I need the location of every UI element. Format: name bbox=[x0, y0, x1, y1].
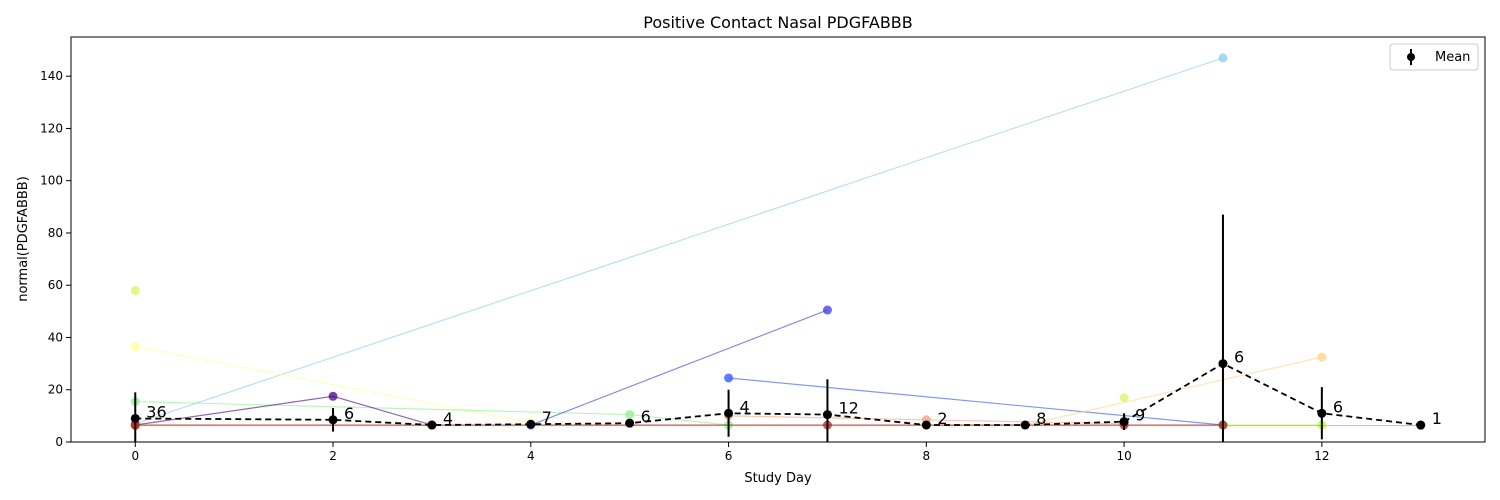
mean-data-point bbox=[1218, 359, 1228, 369]
mean-data-point bbox=[1416, 420, 1426, 430]
y-tick-label: 0 bbox=[55, 435, 63, 449]
subject-series-line bbox=[135, 57, 1224, 425]
y-tick-label: 40 bbox=[48, 330, 63, 344]
y-tick-label: 120 bbox=[40, 121, 63, 135]
sample-count-label: 6 bbox=[344, 404, 354, 423]
legend-mean-marker bbox=[1407, 53, 1415, 61]
sample-count-label: 12 bbox=[838, 399, 858, 418]
y-tick-label: 20 bbox=[48, 383, 63, 397]
subject-series-line bbox=[135, 395, 433, 426]
x-tick-label: 2 bbox=[329, 449, 337, 463]
y-axis-label: normal(PDGFABBB) bbox=[16, 176, 31, 302]
mean-data-point bbox=[921, 420, 931, 430]
mean-data-point bbox=[625, 418, 635, 428]
sample-count-label: 4 bbox=[740, 397, 750, 416]
subject-data-point bbox=[130, 285, 140, 295]
sample-count-label: 9 bbox=[1135, 406, 1145, 425]
subject-data-point bbox=[1218, 53, 1228, 63]
chart-title: Positive Contact Nasal PDGFABBB bbox=[643, 13, 913, 32]
y-tick-label: 80 bbox=[48, 226, 63, 240]
y-tick-label: 140 bbox=[40, 69, 63, 83]
subject-data-point bbox=[328, 391, 338, 401]
sample-count-label: 8 bbox=[1036, 409, 1046, 428]
sample-count-label: 7 bbox=[542, 408, 552, 427]
mean-data-point bbox=[1020, 420, 1030, 430]
mean-data-point bbox=[328, 415, 338, 425]
mean-data-point bbox=[526, 419, 536, 429]
subject-series-line bbox=[530, 309, 828, 426]
subject-data-point bbox=[625, 410, 635, 420]
subject-series-line bbox=[1025, 356, 1322, 426]
x-tick-label: 10 bbox=[1116, 449, 1131, 463]
mean-data-point bbox=[130, 413, 140, 423]
sample-count-label: 1 bbox=[1432, 409, 1442, 428]
subject-series-line bbox=[728, 377, 1224, 426]
sample-count-label: 6 bbox=[641, 407, 651, 426]
plot-frame bbox=[70, 36, 1486, 443]
mean-series-line bbox=[135, 362, 1421, 426]
sample-count-label: 6 bbox=[1234, 348, 1244, 367]
x-tick-label: 6 bbox=[725, 449, 733, 463]
x-tick-label: 0 bbox=[131, 449, 139, 463]
x-axis-label: Study Day bbox=[744, 471, 812, 486]
mean-data-point bbox=[822, 410, 832, 420]
subject-data-point bbox=[724, 373, 734, 383]
sample-count-label: 36 bbox=[146, 402, 166, 421]
mean-data-point bbox=[427, 420, 437, 430]
x-tick-label: 4 bbox=[527, 449, 535, 463]
y-tick-label: 60 bbox=[48, 278, 63, 292]
mean-data-point bbox=[1119, 417, 1129, 427]
legend-mean-label: Mean bbox=[1435, 50, 1470, 65]
sample-count-label: 2 bbox=[937, 409, 947, 428]
subject-data-point bbox=[130, 342, 140, 352]
mean-data-point bbox=[724, 408, 734, 418]
mean-data-point bbox=[1317, 408, 1327, 418]
sample-count-label: 4 bbox=[443, 409, 453, 428]
legend: Mean bbox=[1389, 43, 1479, 71]
sample-count-label: 6 bbox=[1333, 397, 1343, 416]
subject-data-point bbox=[1317, 352, 1327, 362]
y-tick-label: 100 bbox=[40, 174, 63, 188]
x-tick-label: 8 bbox=[923, 449, 931, 463]
subject-data-point bbox=[1119, 393, 1129, 403]
subject-data-point bbox=[822, 305, 832, 315]
x-tick-label: 12 bbox=[1314, 449, 1329, 463]
